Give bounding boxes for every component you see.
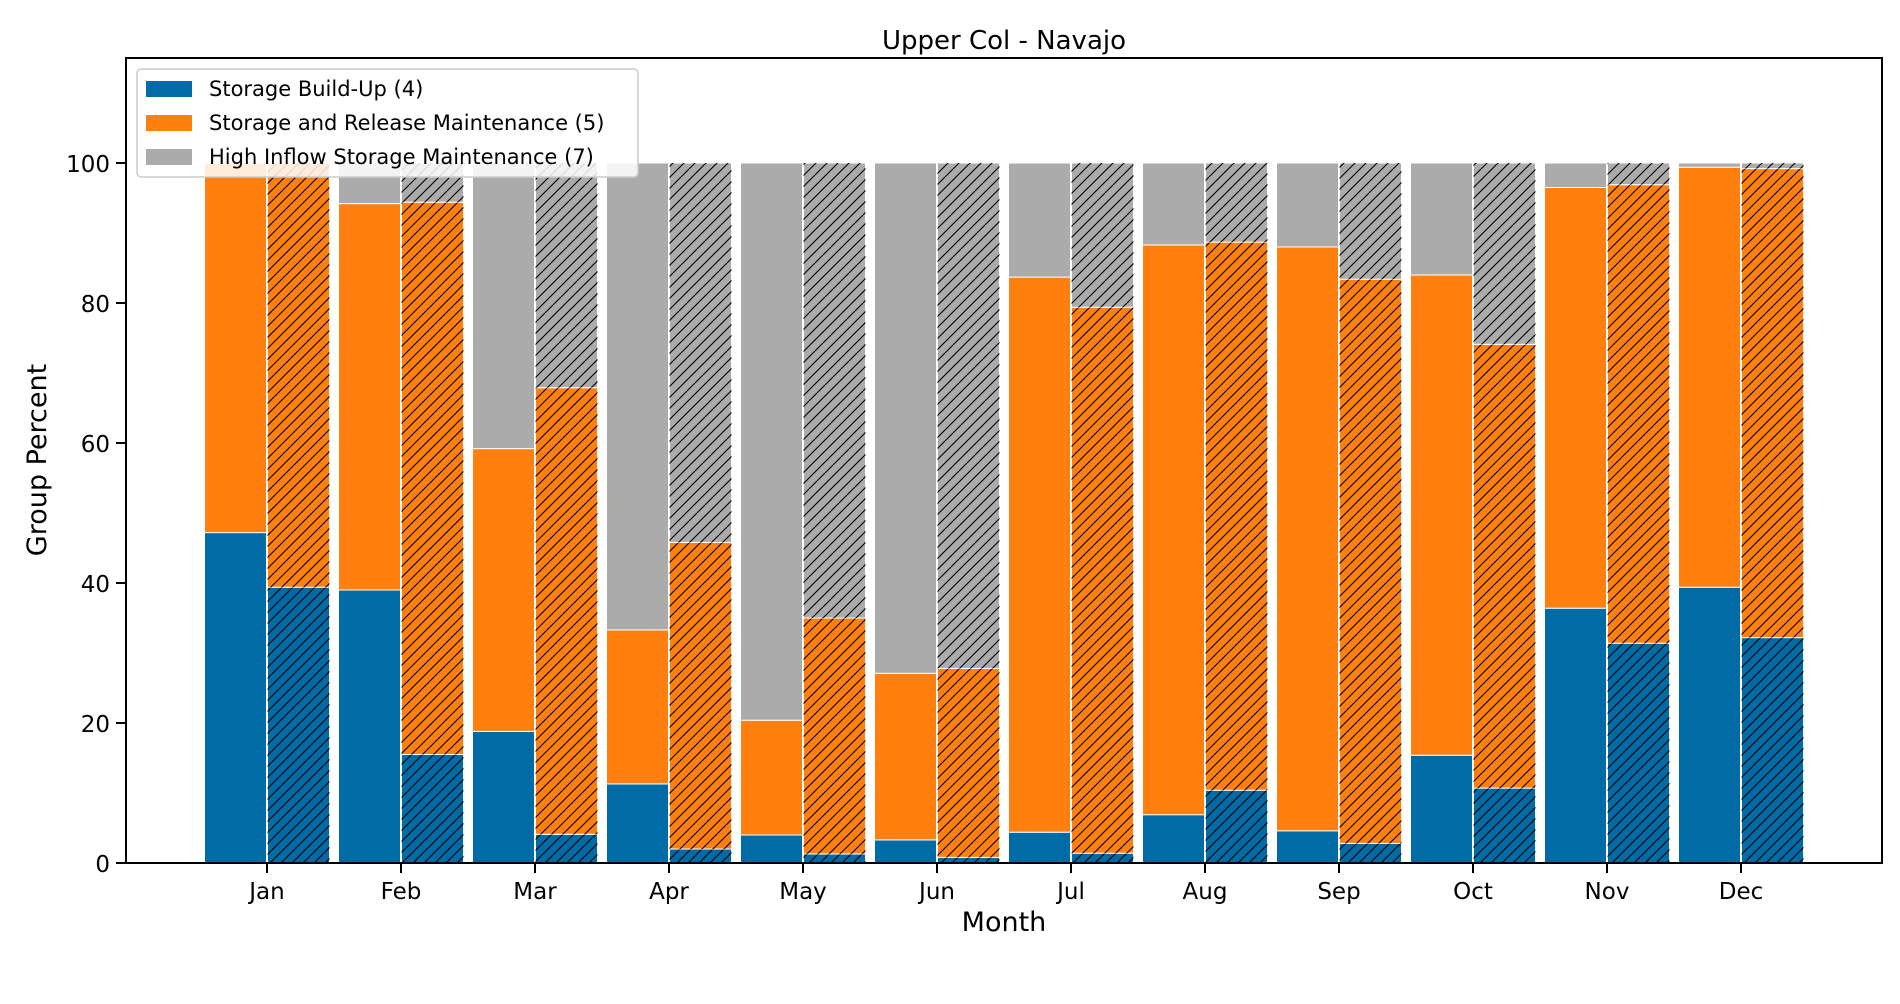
x-tick-label-jun: Jun <box>917 879 955 905</box>
bar-hatch-feb-storage-and-release-maintenance <box>402 202 464 754</box>
bar-sep-plain-storage-build-up <box>1277 831 1339 863</box>
bar-aug-plain-storage-build-up <box>1143 815 1205 863</box>
bar-apr-plain-storage-build-up <box>607 784 669 863</box>
bar-jul-plain-storage-build-up <box>1009 832 1071 863</box>
bar-jan-plain-storage-and-release-maintenance <box>205 163 267 533</box>
bar-hatch-jul-storage-build-up <box>1072 853 1134 863</box>
y-axis-label: Group Percent <box>22 364 53 556</box>
bar-aug-plain-high-inflow-storage-maintenance <box>1143 163 1205 245</box>
bar-hatch-aug-storage-and-release-maintenance <box>1206 242 1268 790</box>
bar-hatch-oct-storage-and-release-maintenance <box>1474 344 1536 788</box>
bar-jun-plain-high-inflow-storage-maintenance <box>875 163 937 673</box>
chart-title: Upper Col - Navajo <box>882 26 1126 56</box>
bar-sep-plain-high-inflow-storage-maintenance <box>1277 163 1339 247</box>
bar-hatch-jan-storage-and-release-maintenance <box>268 163 330 587</box>
y-tick-label: 20 <box>81 712 110 738</box>
bar-hatch-sep-storage-build-up <box>1340 843 1402 863</box>
bar-hatch-aug-high-inflow-storage-maintenance <box>1206 163 1268 242</box>
bar-hatch-apr-storage-build-up <box>670 849 732 863</box>
bar-feb-plain-storage-build-up <box>339 590 401 863</box>
bar-hatch-dec-storage-build-up <box>1742 638 1804 863</box>
x-tick-label-oct: Oct <box>1453 879 1493 905</box>
bar-jan-plain-storage-build-up <box>205 533 267 863</box>
x-tick-label-dec: Dec <box>1719 879 1764 905</box>
bar-hatch-mar-storage-and-release-maintenance <box>536 388 598 835</box>
bar-apr-plain-storage-and-release-maintenance <box>607 630 669 784</box>
legend-label: Storage Build-Up (4) <box>209 77 423 101</box>
bar-nov-plain-high-inflow-storage-maintenance <box>1545 163 1607 188</box>
bar-oct-plain-storage-and-release-maintenance <box>1411 275 1473 755</box>
legend-swatch <box>146 115 192 131</box>
bar-mar-plain-high-inflow-storage-maintenance <box>473 163 535 449</box>
bar-aug-plain-storage-and-release-maintenance <box>1143 245 1205 815</box>
bar-hatch-apr-high-inflow-storage-maintenance <box>670 163 732 542</box>
bar-hatch-feb-storage-build-up <box>402 755 464 864</box>
bar-feb-plain-storage-and-release-maintenance <box>339 204 401 590</box>
x-tick-label-aug: Aug <box>1183 879 1228 905</box>
legend-label: Storage and Release Maintenance (5) <box>209 111 604 135</box>
bar-may-plain-high-inflow-storage-maintenance <box>741 163 803 720</box>
x-tick-label-mar: Mar <box>513 879 557 905</box>
bar-nov-plain-storage-and-release-maintenance <box>1545 188 1607 609</box>
bar-hatch-jun-storage-and-release-maintenance <box>938 668 1000 857</box>
bar-hatch-nov-storage-build-up <box>1608 643 1670 863</box>
y-tick-label: 80 <box>81 292 110 318</box>
bar-hatch-sep-high-inflow-storage-maintenance <box>1340 163 1402 279</box>
bar-hatch-dec-high-inflow-storage-maintenance <box>1742 163 1804 169</box>
bar-hatch-jul-storage-and-release-maintenance <box>1072 307 1134 853</box>
bar-hatch-nov-storage-and-release-maintenance <box>1608 185 1670 644</box>
y-tick-label: 100 <box>66 152 110 178</box>
legend-swatch <box>146 81 192 97</box>
bar-hatch-may-storage-build-up <box>804 854 866 863</box>
bar-hatch-oct-storage-build-up <box>1474 788 1536 863</box>
y-tick-label: 60 <box>81 432 110 458</box>
bar-dec-plain-high-inflow-storage-maintenance <box>1679 163 1741 167</box>
bar-oct-plain-high-inflow-storage-maintenance <box>1411 163 1473 275</box>
bar-dec-plain-storage-and-release-maintenance <box>1679 167 1741 587</box>
bar-mar-plain-storage-build-up <box>473 731 535 863</box>
x-tick-label-may: May <box>779 879 827 905</box>
bar-apr-plain-high-inflow-storage-maintenance <box>607 163 669 630</box>
x-tick-label-jul: Jul <box>1055 879 1085 905</box>
legend-label: High Inflow Storage Maintenance (7) <box>209 145 594 169</box>
bar-hatch-sep-storage-and-release-maintenance <box>1340 279 1402 843</box>
bar-hatch-may-high-inflow-storage-maintenance <box>804 163 866 618</box>
y-tick-label: 0 <box>95 852 110 878</box>
bar-hatch-dec-storage-and-release-maintenance <box>1742 169 1804 638</box>
x-tick-label-feb: Feb <box>381 879 422 905</box>
bar-hatch-jun-high-inflow-storage-maintenance <box>938 163 1000 668</box>
bar-hatch-mar-storage-build-up <box>536 834 598 863</box>
x-axis-label: Month <box>962 907 1047 938</box>
x-tick-label-nov: Nov <box>1585 879 1630 905</box>
bar-hatch-mar-high-inflow-storage-maintenance <box>536 163 598 388</box>
bar-hatch-apr-storage-and-release-maintenance <box>670 542 732 849</box>
legend-swatch <box>146 149 192 165</box>
bar-jul-plain-high-inflow-storage-maintenance <box>1009 163 1071 277</box>
bar-hatch-may-storage-and-release-maintenance <box>804 618 866 854</box>
x-tick-label-sep: Sep <box>1317 879 1360 905</box>
bar-dec-plain-storage-build-up <box>1679 587 1741 863</box>
legend: Storage Build-Up (4) Storage and Release … <box>137 69 638 177</box>
bar-hatch-oct-high-inflow-storage-maintenance <box>1474 163 1536 344</box>
bar-may-plain-storage-build-up <box>741 835 803 863</box>
bar-hatch-jan-storage-build-up <box>268 587 330 863</box>
y-tick-label: 40 <box>81 572 110 598</box>
bar-sep-plain-storage-and-release-maintenance <box>1277 247 1339 831</box>
bar-mar-plain-storage-and-release-maintenance <box>473 449 535 732</box>
bar-jun-plain-storage-and-release-maintenance <box>875 673 937 840</box>
bar-hatch-jul-high-inflow-storage-maintenance <box>1072 163 1134 307</box>
bar-nov-plain-storage-build-up <box>1545 608 1607 863</box>
bar-jul-plain-storage-and-release-maintenance <box>1009 277 1071 832</box>
bar-hatch-nov-high-inflow-storage-maintenance <box>1608 163 1670 185</box>
bar-jun-plain-storage-build-up <box>875 840 937 863</box>
x-tick-label-jan: Jan <box>247 879 284 905</box>
bar-oct-plain-storage-build-up <box>1411 755 1473 863</box>
bar-hatch-aug-storage-build-up <box>1206 790 1268 863</box>
bar-may-plain-storage-and-release-maintenance <box>741 720 803 835</box>
x-tick-label-apr: Apr <box>649 879 689 905</box>
